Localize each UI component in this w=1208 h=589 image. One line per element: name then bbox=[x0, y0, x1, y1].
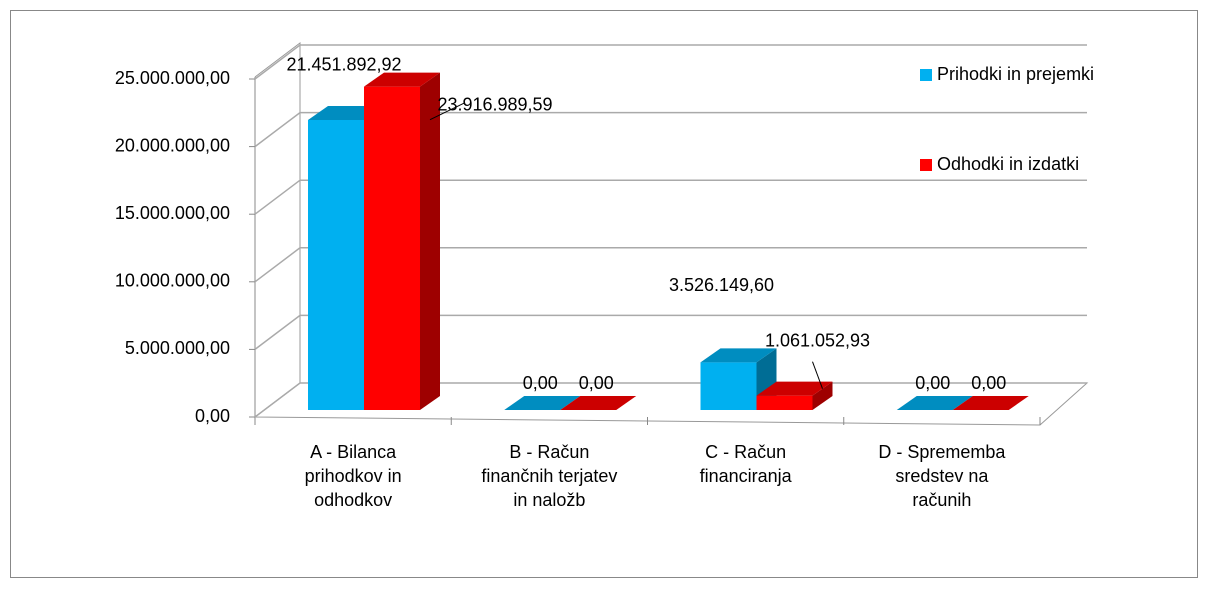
data-label: 0,00 bbox=[523, 373, 558, 393]
y-tick-label: 20.000.000,00 bbox=[115, 135, 230, 155]
leader-line bbox=[429, 102, 466, 121]
data-label: 21.451.892,92 bbox=[286, 55, 401, 75]
data-label: 1.061.052,93 bbox=[765, 330, 870, 350]
chart-border bbox=[10, 10, 1198, 578]
bar-front bbox=[700, 362, 757, 410]
bar-top bbox=[504, 396, 581, 410]
x-tick-label: B - Račun finančnih terjatev in naložb bbox=[481, 442, 618, 510]
grid-line bbox=[254, 179, 1087, 215]
grid-line bbox=[254, 314, 1087, 350]
data-label: 0,00 bbox=[579, 373, 614, 393]
bar-side bbox=[812, 381, 833, 410]
bar-front bbox=[364, 86, 420, 410]
legend-label: Odhodki in izdatki bbox=[937, 154, 1079, 174]
y-tick-label: 10.000.000,00 bbox=[115, 271, 230, 291]
data-label: 3.526.149,60 bbox=[669, 275, 774, 295]
leader-line bbox=[812, 361, 823, 389]
bar-top bbox=[952, 396, 1029, 410]
bar-side bbox=[420, 72, 440, 410]
grid-line bbox=[254, 44, 1087, 80]
data-label: 0,00 bbox=[971, 373, 1006, 393]
x-tick-label: D - Sprememba sredstev na računih bbox=[878, 442, 1006, 510]
bar-top bbox=[896, 396, 973, 410]
grid-line bbox=[254, 111, 1087, 148]
legend-label: Prihodki in prejemki bbox=[937, 64, 1094, 84]
legend-swatch bbox=[920, 159, 932, 171]
bar-top bbox=[560, 396, 637, 410]
y-tick-label: 15.000.000,00 bbox=[115, 203, 230, 223]
y-tick-label: 25.000.000,00 bbox=[115, 68, 230, 88]
data-label: 23.916.989,59 bbox=[437, 94, 552, 114]
legend-swatch bbox=[920, 69, 932, 81]
bar-top bbox=[700, 348, 777, 363]
bar-front bbox=[308, 119, 364, 411]
data-label: 0,00 bbox=[915, 373, 950, 393]
bar-top bbox=[364, 72, 440, 87]
x-tick-label: A - Bilanca prihodkov in odhodkov bbox=[304, 442, 402, 510]
bar-top bbox=[756, 381, 833, 396]
x-tick-label: C - Račun financiranja bbox=[699, 442, 792, 486]
bar-front bbox=[756, 395, 813, 410]
y-tick-label: 0,00 bbox=[195, 406, 230, 426]
grid-line bbox=[254, 247, 1087, 283]
y-tick-label: 5.000.000,00 bbox=[125, 338, 230, 358]
